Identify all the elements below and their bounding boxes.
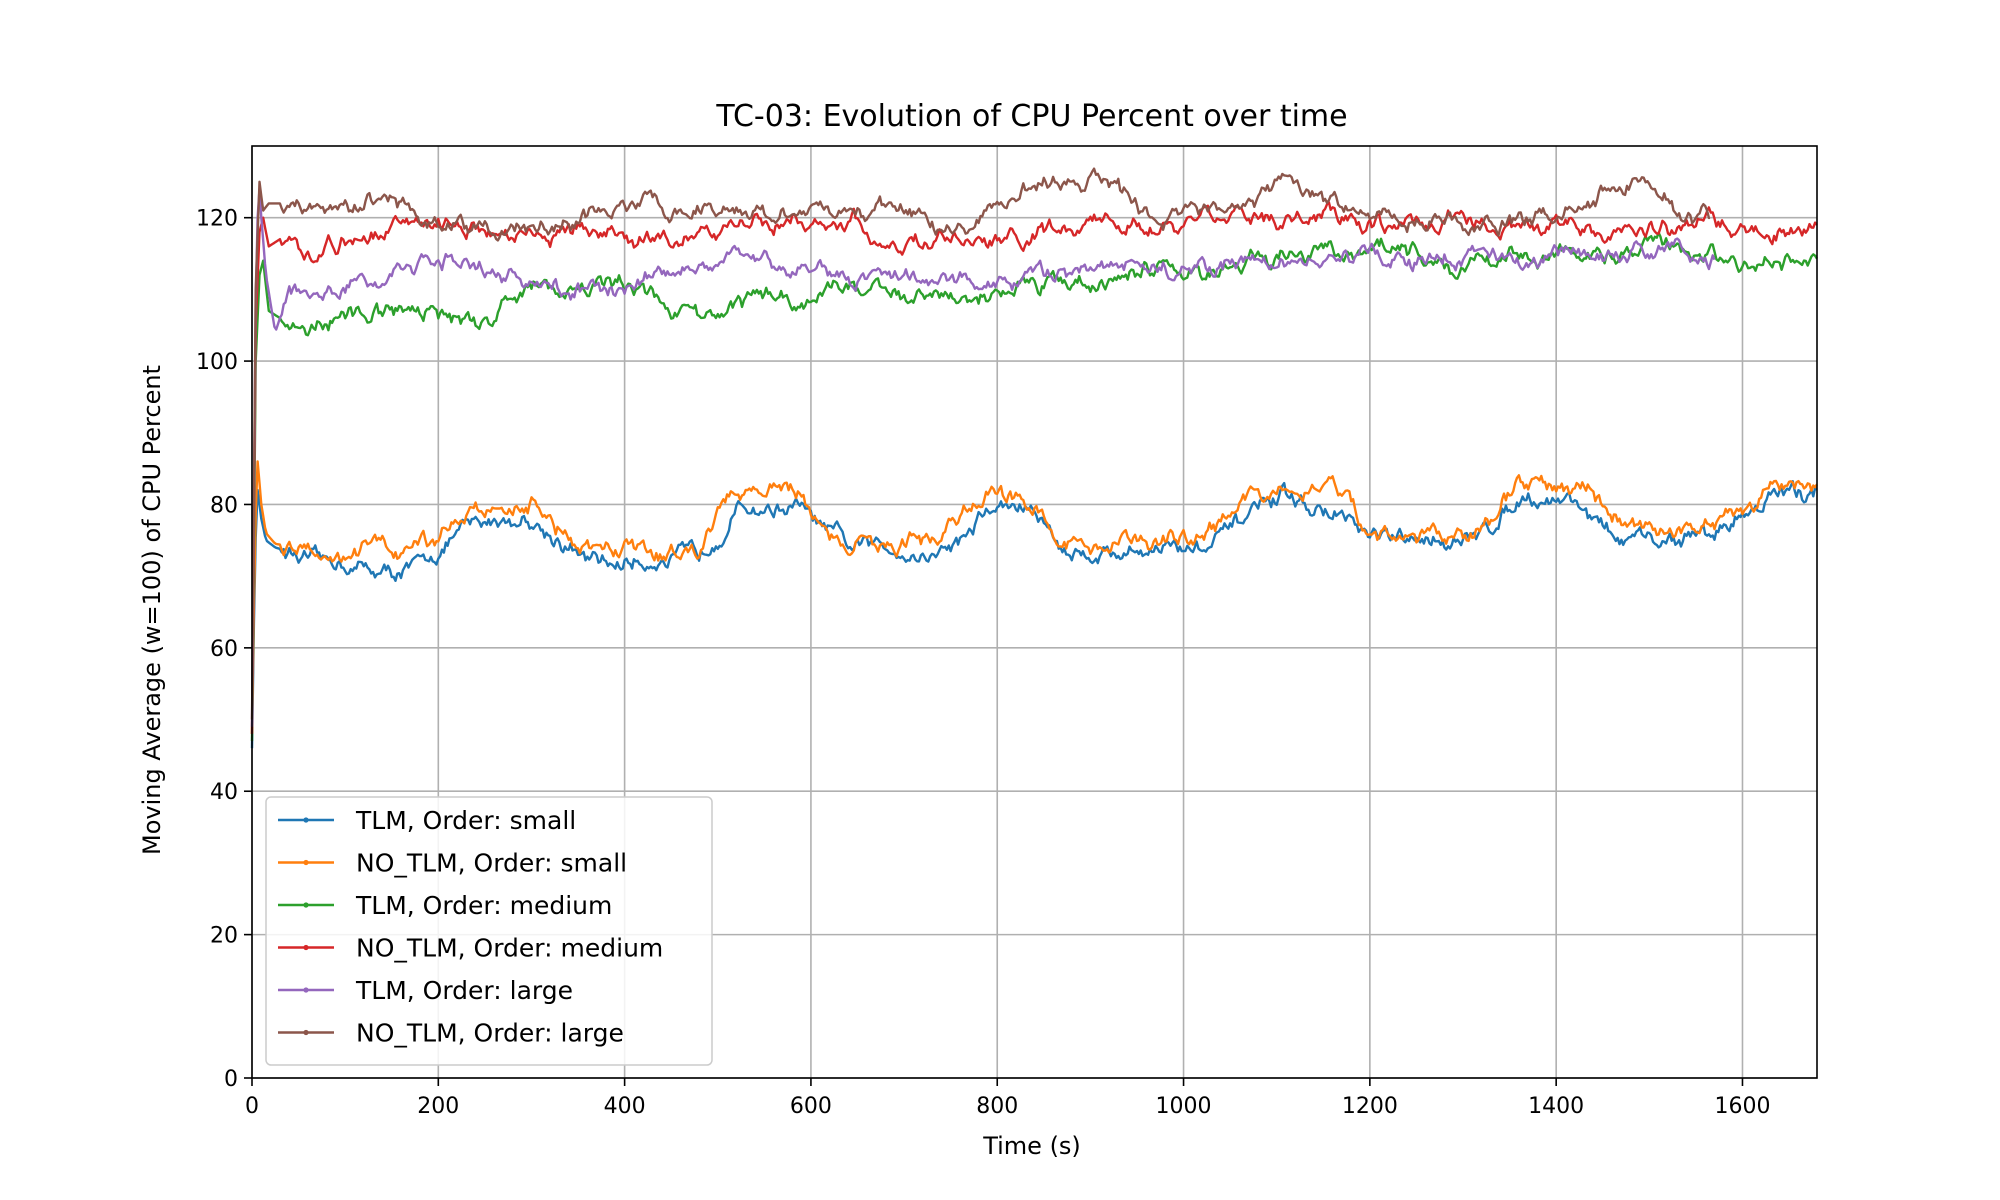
series-line-3: [250, 231, 1819, 742]
legend-swatch-marker: [303, 1029, 309, 1036]
legend-label: NO_TLM, Order: large: [356, 1019, 624, 1048]
series-line-6: [250, 167, 1711, 720]
y-tick-label: 120: [196, 207, 238, 232]
legend-swatch-marker: [303, 859, 309, 866]
legend-label: NO_TLM, Order: small: [356, 849, 627, 878]
plot-frame: [251, 145, 1818, 1079]
legend-label: TLM, Order: large: [355, 976, 573, 1005]
chart-title: TC-03: Evolution of CPU Percent over tim…: [715, 99, 1347, 134]
y-tick-label: 40: [210, 780, 238, 805]
legend-box: [265, 796, 713, 1066]
y-tick-label: 100: [196, 350, 238, 375]
x-tick-label: 1600: [1714, 1094, 1770, 1119]
legend-label: TLM, Order: medium: [355, 891, 612, 920]
series-line-4: [250, 201, 1818, 734]
legend-entries: TLM, Order: small NO_TLM, Order: small TLM…: [278, 806, 663, 1048]
y-tick-label: 0: [224, 1067, 238, 1092]
x-tick-label: 200: [417, 1094, 459, 1119]
legend-swatch-marker: [303, 987, 309, 993]
series-line-5: [250, 187, 1716, 727]
legend-label: TLM, Order: small: [355, 806, 576, 835]
legend-label: NO_TLM, Order: medium: [356, 934, 663, 963]
x-tick-label: 800: [976, 1094, 1018, 1119]
x-tick-label: 600: [790, 1094, 832, 1119]
x-tick-label: 0: [245, 1094, 259, 1119]
legend-swatch-marker: [303, 817, 309, 823]
legend: TLM, Order: small NO_TLM, Order: small TLM…: [265, 796, 713, 1066]
y-tick-label: 20: [210, 924, 238, 949]
series-line-2: [250, 460, 1819, 734]
x-tick-label: 1200: [1342, 1094, 1398, 1119]
y-axis-title: Moving Average (w=100) of CPU Percent: [138, 365, 166, 855]
x-tick-label: 400: [604, 1094, 646, 1119]
x-axis-title: Time (s): [982, 1132, 1081, 1160]
x-tick-label: 1000: [1156, 1094, 1212, 1119]
y-tick-label: 60: [210, 637, 238, 662]
series-lines: [250, 167, 1819, 749]
x-tick-label: 1400: [1528, 1094, 1584, 1119]
legend-swatch-marker: [303, 902, 309, 908]
y-tick-label: 80: [210, 493, 238, 518]
axis-ticks: 0 200 400 600 800 1000 1200 1400 1600 0 20 40 60 80 10…: [196, 207, 1770, 1119]
legend-swatch-marker: [303, 944, 309, 951]
